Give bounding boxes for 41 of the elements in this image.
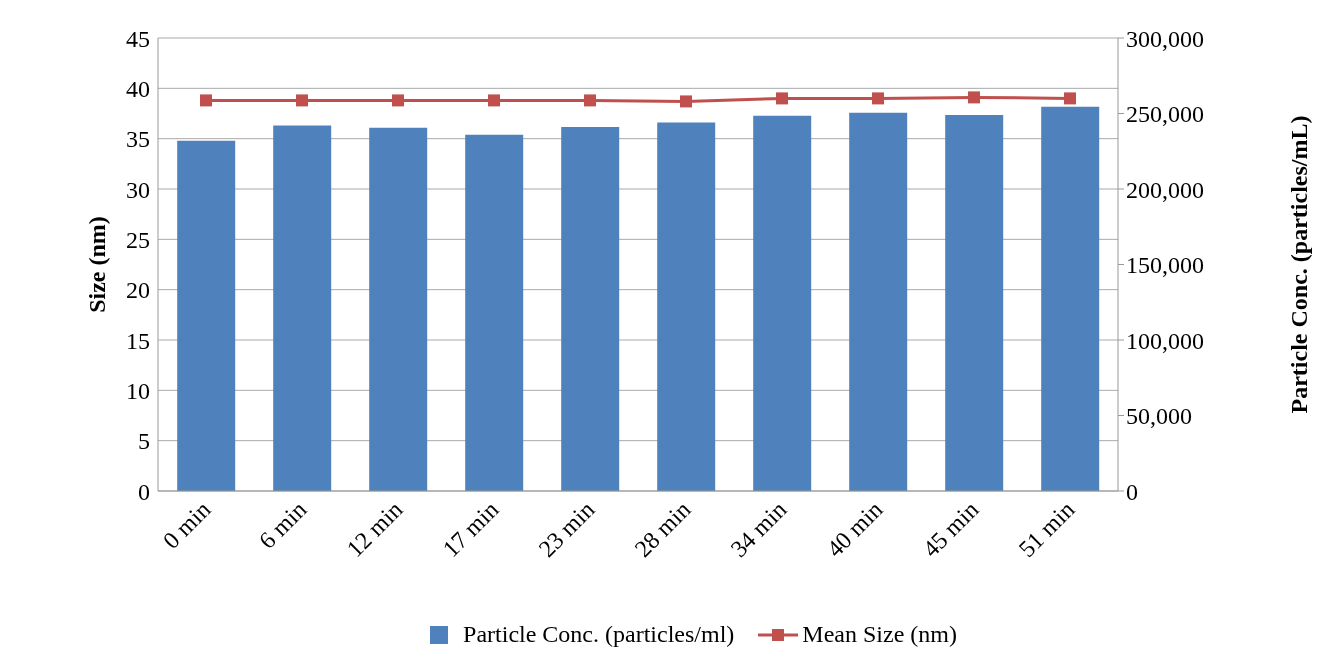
- x-tick-label: 28 min: [629, 496, 696, 563]
- bar: [945, 115, 1004, 491]
- y2-tick-label: 300,000: [1126, 25, 1204, 52]
- y2-tick-label: 200,000: [1126, 176, 1204, 203]
- x-tick-label: 6 min: [254, 496, 312, 554]
- y2-tick-label: 50,000: [1126, 403, 1192, 430]
- y2-tick-label: 250,000: [1126, 101, 1204, 128]
- bar: [369, 127, 428, 491]
- bar: [465, 134, 524, 491]
- y-tick-label: 25: [126, 226, 150, 253]
- bar: [177, 140, 236, 491]
- x-tick-label: 0 min: [158, 496, 216, 554]
- y2-tick-label: 0: [1126, 478, 1138, 505]
- x-tick-label: 23 min: [533, 496, 600, 563]
- y-tick-label: 40: [126, 75, 150, 102]
- y-tick-label: 15: [126, 327, 150, 354]
- y-tick-label: 35: [126, 126, 150, 153]
- y2-tick-label: 100,000: [1126, 327, 1204, 354]
- x-tick-label: 51 min: [1013, 496, 1080, 563]
- y-tick-label: 0: [138, 478, 150, 505]
- bar: [753, 115, 812, 491]
- x-tick-label: 45 min: [917, 496, 984, 563]
- y-tick-label: 5: [138, 428, 150, 455]
- x-tick-label: 40 min: [821, 496, 888, 563]
- y-axis-title: Size (nm): [83, 216, 110, 313]
- bar: [657, 122, 716, 491]
- legend-label: Mean Size (nm): [802, 621, 957, 648]
- y2-tick-label: 150,000: [1126, 252, 1204, 279]
- bar: [849, 112, 908, 491]
- bar: [561, 127, 620, 491]
- x-tick-label: 17 min: [437, 496, 504, 563]
- bar: [273, 125, 332, 491]
- x-tick-label: 12 min: [341, 496, 408, 563]
- y2-axis-title: Particle Conc. (particles/mL): [1285, 115, 1312, 414]
- legend-label: Particle Conc. (particles/ml): [463, 621, 735, 648]
- bar: [1041, 106, 1100, 491]
- y-tick-label: 30: [126, 176, 150, 203]
- y-tick-label: 20: [126, 277, 150, 304]
- x-tick-label: 34 min: [725, 496, 792, 563]
- y-tick-label: 45: [126, 25, 150, 52]
- y-tick-label: 10: [126, 377, 150, 404]
